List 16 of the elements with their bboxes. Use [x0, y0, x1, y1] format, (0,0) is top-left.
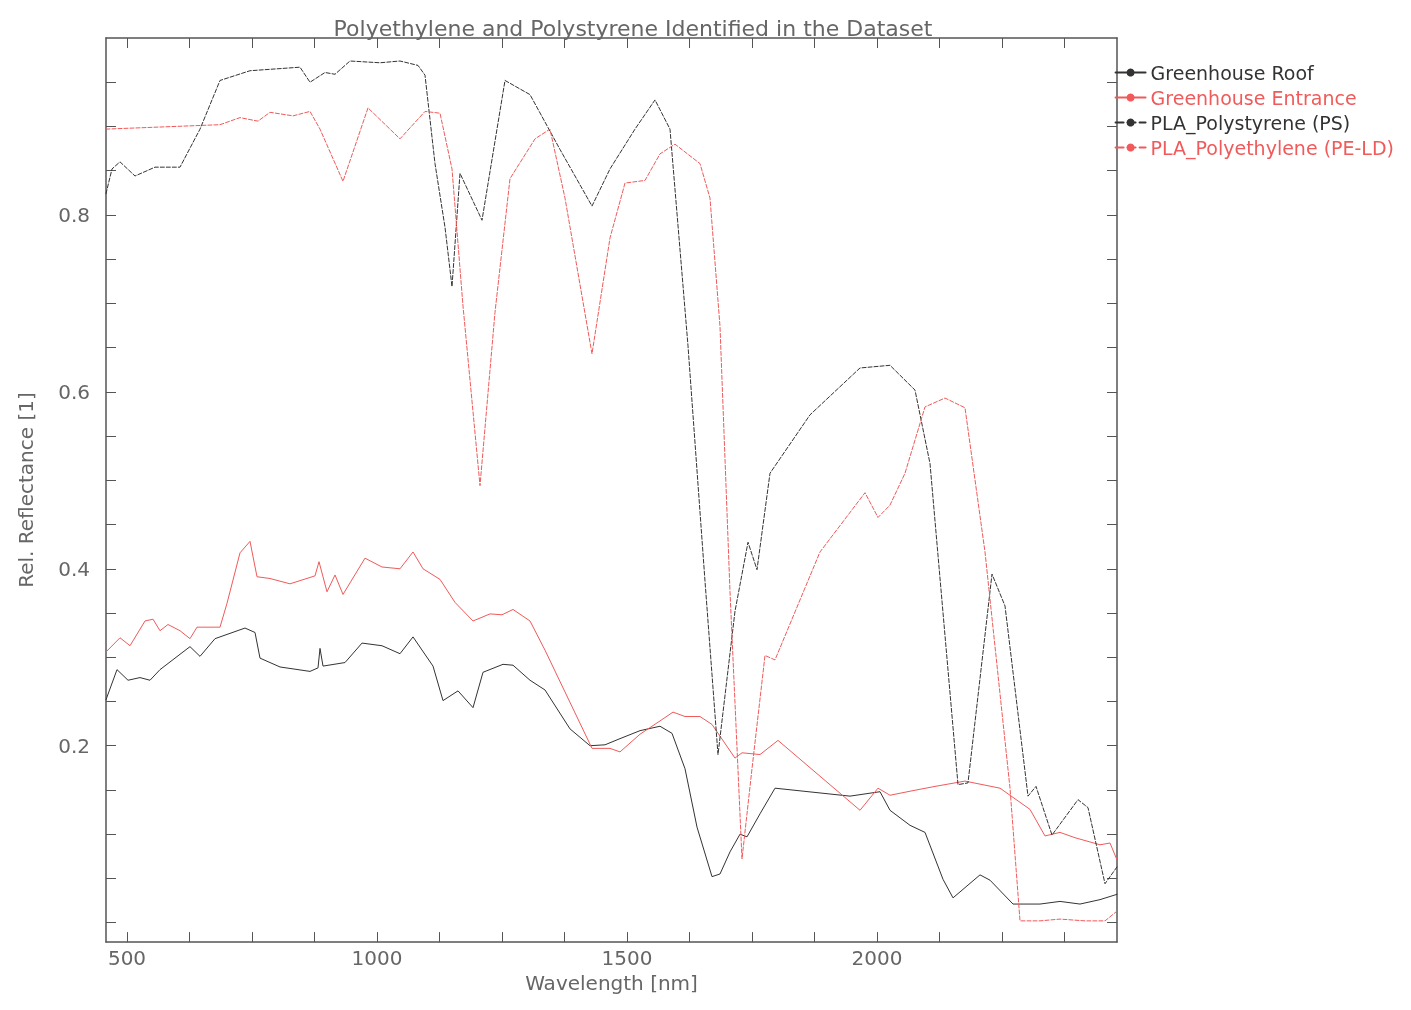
x-axis-title: Wavelength [nm]: [525, 971, 698, 995]
legend-label: Greenhouse Roof: [1150, 61, 1316, 84]
x-tick-label: 1000: [351, 946, 403, 971]
y-axis-title: Rel. Reflectance [1]: [14, 392, 38, 588]
x-tick-label: 1500: [601, 946, 653, 971]
x-tick-label: 500: [107, 946, 147, 971]
x-tick-label: 2000: [851, 946, 903, 971]
legend-label: PLA_Polystyrene (PS): [1150, 111, 1351, 135]
line-series: [105, 627, 1118, 905]
legend-label: PLA_Polyethylene (PE-LD): [1150, 136, 1395, 160]
y-tick-label: 0.8: [58, 202, 90, 227]
y-tick-label: 0.2: [58, 733, 90, 758]
y-tick-label: 0.6: [58, 379, 90, 404]
chart-title: Polyethylene and Polystyrene Identified in the Dataset: [333, 15, 933, 41]
y-tick-label: 0.4: [58, 556, 90, 581]
legend-label: Greenhouse Entrance: [1150, 86, 1357, 109]
